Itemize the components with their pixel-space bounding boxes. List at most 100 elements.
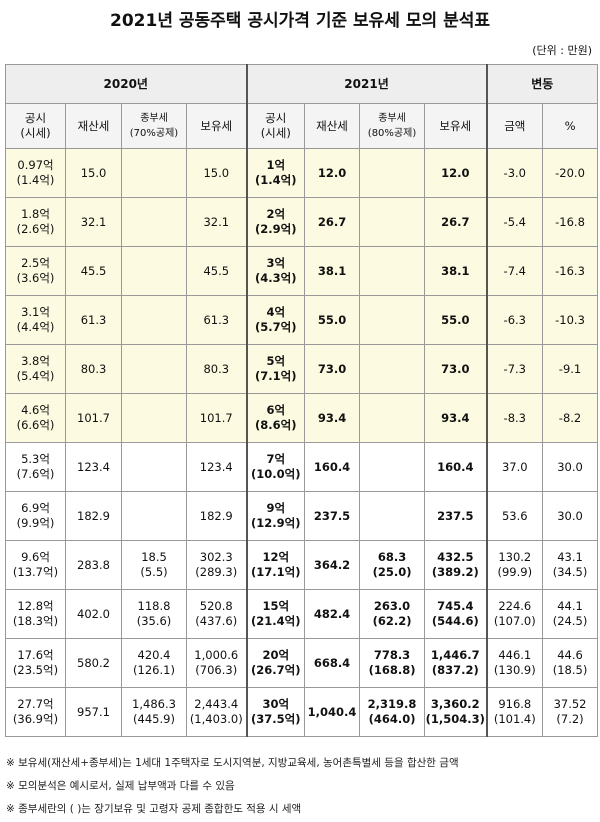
table-row: 6.9억 (9.9억) 182.9 182.9 9억 (12.9억) 237.5 237.… [5, 491, 599, 541]
table-cell: 3.8억 (5.4억) [5, 344, 66, 394]
table-cell: 6.9억 (9.9억) [5, 491, 66, 541]
table-cell: 93.4 [304, 393, 361, 443]
table-cell: 778.3 (168.8) [359, 638, 426, 688]
table-cell: 0.97억 (1.4억) [5, 148, 66, 198]
table-cell: 2,443.4 (1,403.0) [185, 687, 248, 737]
table-cell: -20.0 [542, 148, 599, 198]
table-cell [359, 148, 426, 198]
unit: (단위 : 만원) [532, 44, 592, 57]
table-cell: 15.0 [65, 148, 122, 198]
table-cell: 20억 (26.7억) [245, 638, 306, 688]
table-row: 4.6억 (6.6억) 101.7 101.7 6억 (8.6억) 93.4 93.4 -8… [5, 393, 599, 443]
table-cell: 237.5 [424, 491, 488, 541]
table-cell [359, 442, 426, 492]
table-cell: 45.5 [65, 246, 122, 296]
table-cell: 32.1 [65, 197, 122, 247]
table-cell [121, 344, 187, 394]
table-cell: 80.3 [65, 344, 122, 394]
table-row: 1.8억 (2.6억) 32.1 32.1 2억 (2.9억) 26.7 26.7 -5.4… [5, 197, 599, 247]
column-header: % [542, 103, 599, 149]
table-cell: 580.2 [65, 638, 122, 688]
table-cell: 668.4 [304, 638, 361, 688]
table-cell: 12.0 [304, 148, 361, 198]
column-header: 공시 (시세) [5, 103, 66, 149]
table-cell: 101.7 [185, 393, 248, 443]
table-cell: 15.0 [185, 148, 248, 198]
table-cell: 283.8 [65, 540, 122, 590]
table-cell: 432.5 (389.2) [424, 540, 488, 590]
table-cell: 6억 (8.6억) [245, 393, 306, 443]
table-cell: -7.3 [485, 344, 544, 394]
table-cell: -7.4 [485, 246, 544, 296]
table-cell: 302.3 (289.3) [185, 540, 248, 590]
table-row: 2.5억 (3.6억) 45.5 45.5 3억 (4.3억) 38.1 38.1 -7.4… [5, 246, 599, 296]
table-row: 9.6억 (13.7억) 283.8 18.5 (5.5) 302.3 (289.3)… [5, 540, 599, 590]
table-cell: 745.4 (544.6) [424, 589, 488, 639]
table-cell: 957.1 [65, 687, 122, 737]
table-cell: 1,040.4 [304, 687, 361, 737]
table-cell: 32.1 [185, 197, 248, 247]
column-header: 보유세 [185, 103, 248, 149]
table-cell: -9.1 [542, 344, 599, 394]
table-cell: 53.6 [485, 491, 544, 541]
table-cell: 5억 (7.1억) [245, 344, 306, 394]
table-cell: 12.0 [424, 148, 488, 198]
table-cell: 160.4 [424, 442, 488, 492]
table-cell: 80.3 [185, 344, 248, 394]
table-cell [121, 295, 187, 345]
table-cell: 4억 (5.7억) [245, 295, 306, 345]
table-cell: 45.5 [185, 246, 248, 296]
table-cell: 4.6억 (6.6억) [5, 393, 66, 443]
table-cell: -6.3 [485, 295, 544, 345]
table-cell: 37.52 (7.2) [542, 687, 599, 737]
table-cell [121, 246, 187, 296]
table-cell: 9억 (12.9억) [245, 491, 306, 541]
table-cell: 27.7억 (36.9억) [5, 687, 66, 737]
note: ※ 종부세란의 ( )는 장기보유 및 고령자 공제 종합한도 적용 시 세액 [6, 803, 302, 815]
table-cell: 1.8억 (2.6억) [5, 197, 66, 247]
table-cell: 916.8 (101.4) [485, 687, 544, 737]
table-row: 3.8억 (5.4억) 80.3 80.3 5억 (7.1억) 73.0 73.0 -7.3… [5, 344, 599, 394]
table-cell: 1,486.3 (445.9) [121, 687, 187, 737]
table-cell [121, 442, 187, 492]
table-cell: 482.4 [304, 589, 361, 639]
table-cell: 38.1 [304, 246, 361, 296]
note: ※ 모의분석은 예시로서, 실제 납부액과 다를 수 있음 [6, 780, 235, 792]
title: 2021년 공동주택 공시가격 기준 보유세 모의 분석표 [110, 11, 490, 31]
table-cell [121, 197, 187, 247]
table-cell: 3,360.2 (1,504.3) [424, 687, 488, 737]
table-cell: 1,446.7 (837.2) [424, 638, 488, 688]
table-cell [359, 393, 426, 443]
note: ※ 보유세(재산세+종부세)는 1세대 1주택자로 도시지역분, 지방교육세, … [6, 757, 459, 769]
table-cell: 61.3 [185, 295, 248, 345]
table-cell: 30.0 [542, 442, 599, 492]
table-cell: 55.0 [424, 295, 488, 345]
table-row: 17.6억 (23.5억) 580.2 420.4 (126.1) 1,000.6 (… [5, 638, 599, 688]
table-cell: 364.2 [304, 540, 361, 590]
table-cell: 38.1 [424, 246, 488, 296]
table-cell: -8.3 [485, 393, 544, 443]
table-cell: 520.8 (437.6) [185, 589, 248, 639]
table-cell: 7억 (10.0억) [245, 442, 306, 492]
table-cell: 2.5억 (3.6억) [5, 246, 66, 296]
column-header: 재산세 [304, 103, 361, 149]
table-cell: 9.6억 (13.7억) [5, 540, 66, 590]
table-cell: 30억 (37.5억) [245, 687, 306, 737]
column-header: 재산세 [65, 103, 122, 149]
table-cell: 93.4 [424, 393, 488, 443]
table-row: 12.8억 (18.3억) 402.0 118.8 (35.6) 520.8 (437… [5, 589, 599, 639]
table-cell: 3억 (4.3억) [245, 246, 306, 296]
table-cell: 224.6 (107.0) [485, 589, 544, 639]
table-row: 27.7억 (36.9억) 957.1 1,486.3 (445.9) 2,443.4… [5, 687, 599, 737]
table-cell: 446.1 (130.9) [485, 638, 544, 688]
table-cell: 123.4 [65, 442, 122, 492]
table-cell [359, 295, 426, 345]
notes: ※ 보유세(재산세+종부세)는 1세대 1주택자로 도시지역분, 지방교육세, … [6, 752, 459, 821]
table-cell [121, 491, 187, 541]
table-cell: 15억 (21.4억) [245, 589, 306, 639]
table-cell [359, 344, 426, 394]
table-cell: 12억 (17.1억) [245, 540, 306, 590]
table-cell: 73.0 [424, 344, 488, 394]
table-cell: 160.4 [304, 442, 361, 492]
